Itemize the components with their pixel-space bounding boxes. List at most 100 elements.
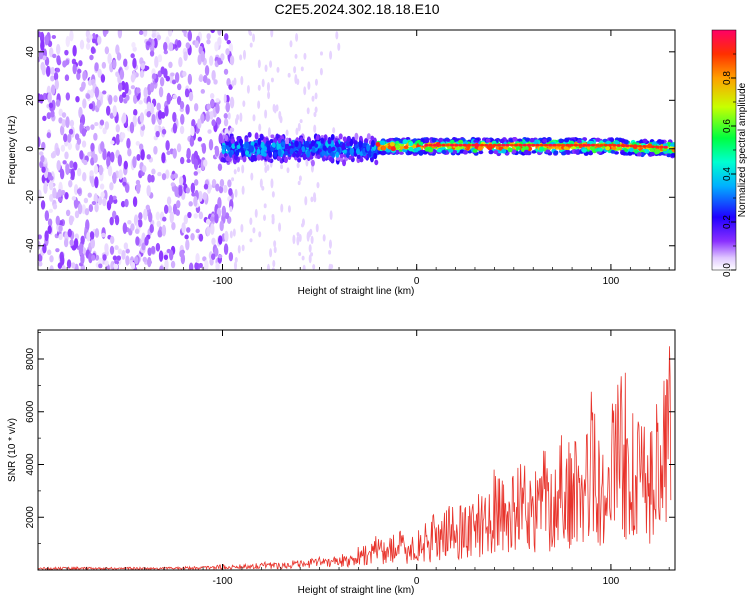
heatmap-cell xyxy=(331,146,336,152)
heatmap-cell xyxy=(150,245,156,254)
heatmap-cell xyxy=(184,88,190,98)
heatmap-cell xyxy=(176,200,181,209)
snr-frame xyxy=(37,329,676,571)
heatmap-cell xyxy=(345,142,350,147)
heatmap-cell xyxy=(385,149,391,153)
heatmap-cell xyxy=(610,150,616,154)
heatmap-cell xyxy=(526,143,532,147)
colorbar xyxy=(712,30,736,270)
heatmap-cell xyxy=(47,40,53,48)
heatmap-cell xyxy=(216,117,222,125)
heatmap-cell xyxy=(240,223,244,233)
heatmap-cell xyxy=(211,237,216,246)
heatmap-cell xyxy=(438,137,444,142)
heatmap-cell xyxy=(496,143,502,147)
heatmap-x-axis-label: Height of straight line (km) xyxy=(298,286,415,297)
heatmap-cell xyxy=(556,143,562,147)
heatmap-cell xyxy=(213,79,218,85)
heatmap-cell xyxy=(227,179,232,188)
heatmap-cell xyxy=(227,112,231,120)
heatmap-cell xyxy=(123,160,128,170)
heatmap-cell xyxy=(193,158,199,170)
heatmap-cell xyxy=(231,143,236,150)
heatmap-cell xyxy=(209,110,214,120)
heatmap-cell xyxy=(205,113,210,122)
heatmap-cell xyxy=(64,151,69,160)
heatmap-cell xyxy=(174,72,180,83)
heatmap-cell xyxy=(50,84,56,95)
heatmap-cell xyxy=(571,145,577,150)
heatmap-cell xyxy=(89,170,94,177)
heatmap-cell xyxy=(266,81,270,92)
heatmap-cell xyxy=(38,234,42,240)
heatmap-cell xyxy=(58,224,63,233)
heatmap-cell xyxy=(136,154,141,161)
heatmap-cell xyxy=(636,152,642,157)
heatmap-cell xyxy=(194,40,199,49)
heatmap-cell xyxy=(479,143,485,147)
heatmap-cell xyxy=(269,248,273,258)
heatmap-cell xyxy=(449,143,455,147)
heatmap-cell xyxy=(134,228,140,235)
heatmap-cell xyxy=(38,189,42,201)
heatmap-cell xyxy=(276,143,281,151)
heatmap-cell xyxy=(144,236,149,246)
heatmap-cell xyxy=(169,211,174,224)
heatmap-cell xyxy=(115,133,120,146)
heatmap-cell xyxy=(55,43,61,55)
heatmap-cell xyxy=(245,141,250,148)
heatmap-cell xyxy=(226,39,231,45)
heatmap-cell xyxy=(76,188,82,195)
heatmap-cell xyxy=(659,139,665,144)
heatmap-cell xyxy=(104,46,110,55)
heatmap-cell xyxy=(38,31,42,38)
heatmap-cell xyxy=(166,92,171,105)
heatmap-cell xyxy=(268,149,273,158)
heatmap-cell xyxy=(277,137,282,144)
heatmap-cell xyxy=(44,210,50,222)
heatmap-cell xyxy=(289,147,294,155)
heatmap-cell xyxy=(65,209,71,217)
heatmap-cell xyxy=(204,65,210,76)
heatmap-cell xyxy=(215,262,220,270)
heatmap-cell xyxy=(246,85,250,94)
heatmap-cell xyxy=(210,99,215,108)
heatmap-cell xyxy=(277,155,282,161)
heatmap-cell xyxy=(320,137,325,144)
snr-panel: -100 0 100 2000 4000 6000 8000 Height of strai… xyxy=(7,329,676,596)
snr-x-axis-label: Height of straight line (km) xyxy=(298,585,415,596)
heatmap-cell xyxy=(94,121,99,127)
heatmap-cell xyxy=(90,142,95,152)
heatmap-cell xyxy=(55,147,61,156)
heatmap-cell xyxy=(271,142,276,149)
heatmap-cell xyxy=(57,188,62,199)
heatmap-cell xyxy=(93,164,99,175)
heatmap-cell xyxy=(115,124,120,133)
heatmap-cell xyxy=(186,158,191,163)
heatmap-y-axis-label: Frequency (Hz) xyxy=(7,116,18,185)
heatmap-cell xyxy=(223,118,229,127)
heatmap-cell xyxy=(633,144,638,148)
heatmap-cell xyxy=(651,141,657,146)
heatmap-cell xyxy=(228,84,233,90)
heatmap-cell xyxy=(533,139,539,145)
heatmap-cell xyxy=(45,65,51,77)
heatmap-cell xyxy=(158,250,164,262)
heatmap-cell xyxy=(50,66,55,75)
heatmap-cell xyxy=(65,116,70,129)
heatmap-cell xyxy=(462,143,468,147)
heatmap-cell xyxy=(63,133,68,143)
heatmap-cell xyxy=(180,113,185,125)
heatmap-cell xyxy=(671,143,675,147)
heatmap-cell xyxy=(190,125,195,137)
heatmap-cell xyxy=(46,112,52,120)
heatmap-cell xyxy=(215,98,220,103)
heatmap-cell xyxy=(267,127,271,138)
heatmap-cell xyxy=(603,143,609,147)
heatmap-cell xyxy=(151,113,156,125)
heatmap-cell xyxy=(178,56,183,68)
heatmap-cell xyxy=(55,67,61,73)
heatmap-cell xyxy=(149,224,154,234)
heatmap-cell xyxy=(112,255,118,261)
heatmap-cell xyxy=(138,143,144,150)
